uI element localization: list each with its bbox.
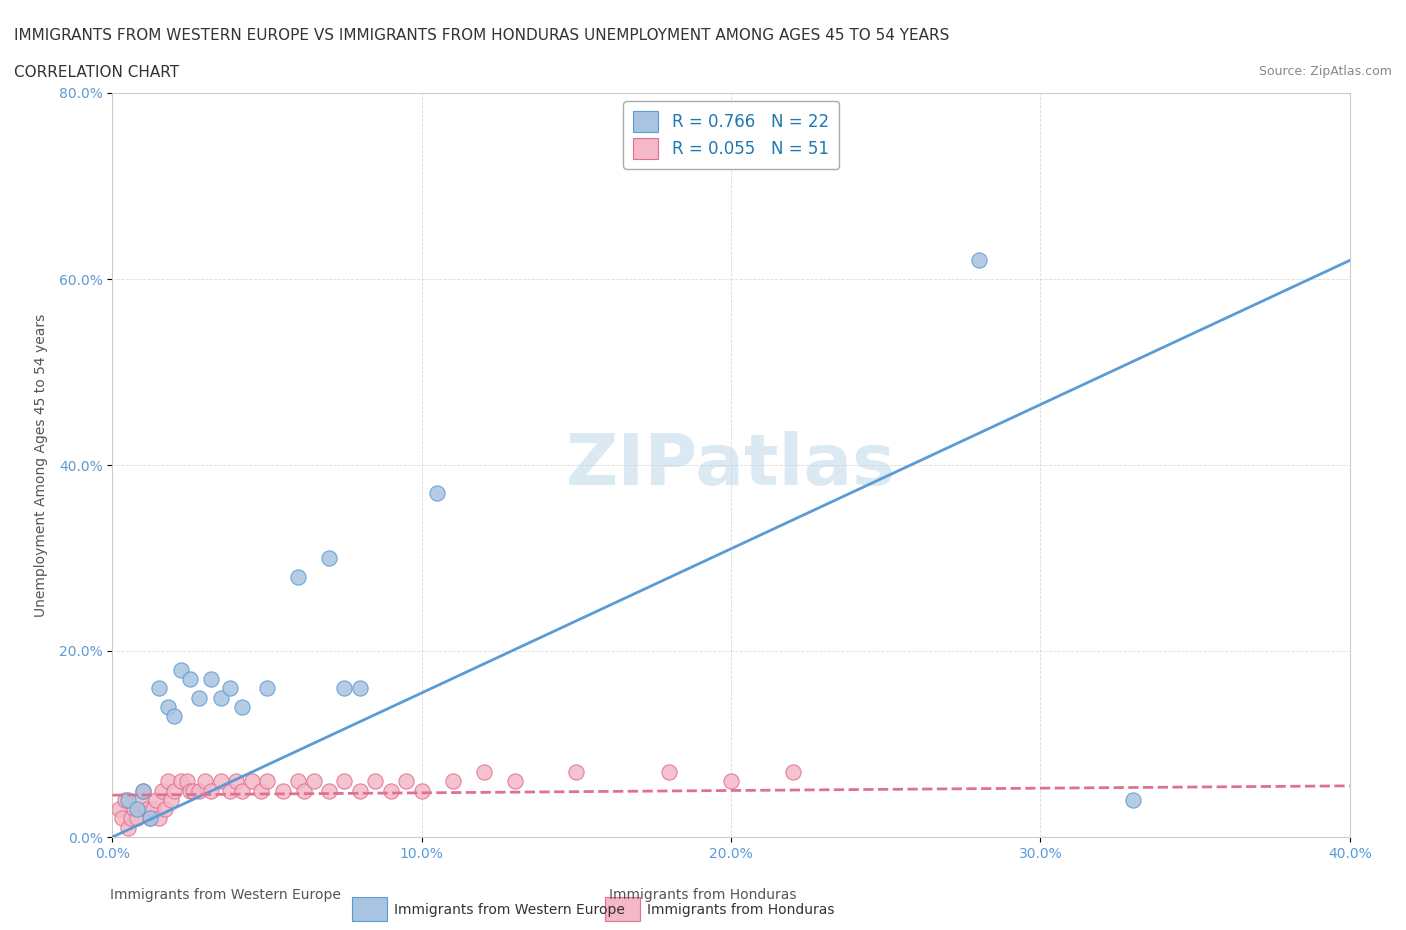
Point [145, 792, 167, 807]
Point [441, 774, 464, 789]
Point [1122, 792, 1144, 807]
Text: Immigrants from Honduras: Immigrants from Honduras [647, 902, 834, 917]
Text: CORRELATION CHART: CORRELATION CHART [14, 65, 179, 80]
Y-axis label: Unemployment Among Ages 45 to 54 years: Unemployment Among Ages 45 to 54 years [34, 313, 48, 617]
Point [169, 662, 191, 677]
Point [231, 699, 253, 714]
Point [135, 802, 157, 817]
Point [160, 792, 183, 807]
Point [142, 802, 165, 817]
Point [287, 774, 309, 789]
Point [219, 681, 242, 696]
Point [380, 783, 402, 798]
Point [157, 774, 180, 789]
Point [179, 671, 201, 686]
Text: IMMIGRANTS FROM WESTERN EUROPE VS IMMIGRANTS FROM HONDURAS UNEMPLOYMENT AMONG AG: IMMIGRANTS FROM WESTERN EUROPE VS IMMIGR… [14, 28, 949, 43]
Point [148, 811, 170, 826]
Point [157, 699, 180, 714]
Point [129, 792, 152, 807]
Point [349, 681, 371, 696]
Point [200, 671, 222, 686]
Point [225, 774, 247, 789]
Point [271, 783, 294, 798]
Point [256, 681, 278, 696]
Point [209, 690, 232, 705]
Point [153, 802, 176, 817]
Point [231, 783, 253, 798]
Point [163, 783, 186, 798]
Point [169, 774, 191, 789]
Point [302, 774, 325, 789]
Point [426, 485, 449, 500]
Point [179, 783, 201, 798]
Point [967, 253, 990, 268]
Text: ZIPatlas: ZIPatlas [567, 431, 896, 499]
Point [318, 783, 340, 798]
Point [114, 792, 136, 807]
Point [411, 783, 433, 798]
Point [333, 681, 356, 696]
Point [132, 783, 155, 798]
Point [188, 783, 211, 798]
Point [287, 569, 309, 584]
Point [503, 774, 526, 789]
Point [150, 783, 173, 798]
Point [132, 783, 155, 798]
Point [127, 802, 149, 817]
Point [782, 764, 804, 779]
Text: Immigrants from Western Europe: Immigrants from Western Europe [110, 888, 340, 902]
Point [720, 774, 742, 789]
Point [163, 709, 186, 724]
Point [148, 681, 170, 696]
Point [122, 802, 145, 817]
Legend: R = 0.766   N = 22, R = 0.055   N = 51: R = 0.766 N = 22, R = 0.055 N = 51 [623, 101, 839, 168]
Point [219, 783, 242, 798]
Point [127, 811, 149, 826]
Point [107, 802, 129, 817]
Point [349, 783, 371, 798]
Point [364, 774, 387, 789]
Point [176, 774, 198, 789]
Point [333, 774, 356, 789]
Point [395, 774, 418, 789]
Text: Immigrants from Honduras: Immigrants from Honduras [609, 888, 797, 902]
Point [117, 820, 139, 835]
Point [250, 783, 273, 798]
Point [292, 783, 315, 798]
Point [117, 792, 139, 807]
Text: Source: ZipAtlas.com: Source: ZipAtlas.com [1258, 65, 1392, 78]
Point [472, 764, 495, 779]
Point [658, 764, 681, 779]
Point [111, 811, 134, 826]
Point [120, 811, 142, 826]
Point [188, 690, 211, 705]
Point [194, 774, 217, 789]
Point [200, 783, 222, 798]
Point [565, 764, 588, 779]
Point [256, 774, 278, 789]
Point [138, 811, 160, 826]
Point [181, 783, 204, 798]
Point [240, 774, 263, 789]
Text: Immigrants from Western Europe: Immigrants from Western Europe [394, 902, 624, 917]
Point [138, 811, 160, 826]
Point [209, 774, 232, 789]
Point [318, 551, 340, 565]
